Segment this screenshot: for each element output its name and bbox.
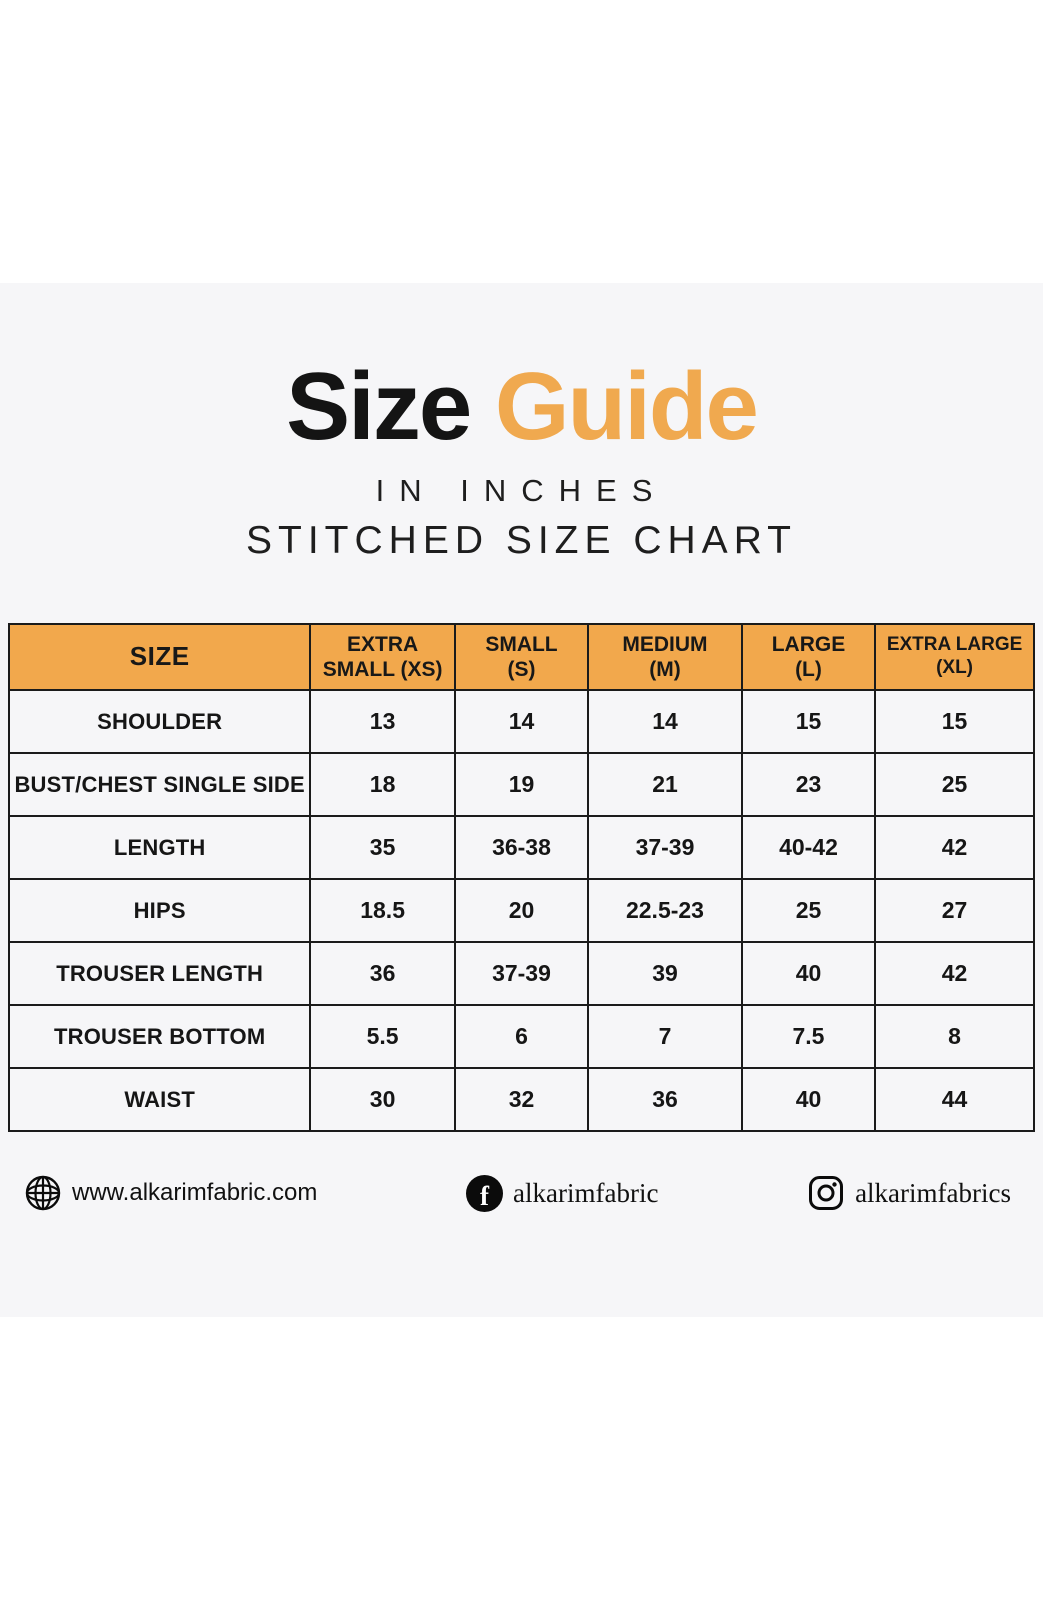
instagram-link[interactable]: alkarimfabrics xyxy=(807,1174,1011,1212)
row-label: HIPS xyxy=(7,878,312,943)
row-label: TROUSER BOTTOM xyxy=(7,1004,312,1069)
header-text: SMALL (XS) xyxy=(322,658,443,681)
header-extra-small: EXTRA SMALL (XS) xyxy=(309,623,456,691)
cell-xs: 18 xyxy=(309,752,456,817)
header-text: LARGE xyxy=(771,632,846,656)
cell-m: 22.5-23 xyxy=(587,878,743,943)
header-text: (M) xyxy=(649,658,681,681)
row-label: WAIST xyxy=(7,1067,312,1132)
website-link[interactable]: www.alkarimfabric.com xyxy=(24,1174,317,1212)
cell-l: 40-42 xyxy=(740,815,877,880)
table-row-bust-chest: BUST/CHEST SINGLE SIDE 18 19 21 23 25 xyxy=(7,752,1035,817)
header-medium: MEDIUM (M) xyxy=(587,623,743,691)
content-panel: Size Guide IN INCHES STITCHED SIZE CHART… xyxy=(0,283,1043,1317)
cell-s: 36-38 xyxy=(453,815,590,880)
instagram-icon xyxy=(807,1174,845,1212)
header-text: (XL) xyxy=(936,657,974,678)
cell-s: 6 xyxy=(453,1004,590,1069)
header-text: (S) xyxy=(507,658,536,681)
row-label: TROUSER LENGTH xyxy=(7,941,312,1006)
header-extra-large: EXTRA LARGE (XL) xyxy=(874,623,1035,691)
cell-m: 39 xyxy=(587,941,743,1006)
cell-xs: 18.5 xyxy=(309,878,456,943)
cell-s: 37-39 xyxy=(453,941,590,1006)
cell-s: 32 xyxy=(453,1067,590,1132)
cell-l: 40 xyxy=(740,1067,877,1132)
footer: www.alkarimfabric.com f alkarimfabric al… xyxy=(0,1174,1043,1212)
page-title: Size Guide xyxy=(0,359,1043,455)
table-row-waist: WAIST 30 32 36 40 44 xyxy=(7,1067,1035,1132)
title-block: Size Guide IN INCHES STITCHED SIZE CHART xyxy=(0,283,1043,563)
website-url: www.alkarimfabric.com xyxy=(72,1179,318,1206)
cell-l: 40 xyxy=(740,941,877,1006)
cell-m: 21 xyxy=(587,752,743,817)
cell-m: 14 xyxy=(587,689,743,754)
cell-xl: 42 xyxy=(874,815,1035,880)
title-word-guide: Guide xyxy=(494,353,759,460)
cell-m: 36 xyxy=(587,1067,743,1132)
cell-l: 7.5 xyxy=(740,1004,877,1069)
header-text: MEDIUM xyxy=(622,632,708,656)
cell-s: 14 xyxy=(453,689,590,754)
header-large: LARGE (L) xyxy=(740,623,877,691)
cell-xs: 35 xyxy=(309,815,456,880)
cell-m: 37-39 xyxy=(587,815,743,880)
header-small: SMALL (S) xyxy=(453,623,590,691)
header-text: SMALL xyxy=(485,632,558,656)
subtitle-in-inches: IN INCHES xyxy=(375,473,668,508)
table-row-trouser-bottom: TROUSER BOTTOM 5.5 6 7 7.5 8 xyxy=(7,1004,1035,1069)
cell-s: 19 xyxy=(453,752,590,817)
row-label: SHOULDER xyxy=(7,689,312,754)
instagram-handle: alkarimfabrics xyxy=(855,1177,1011,1208)
cell-l: 15 xyxy=(740,689,877,754)
header-row: SIZE EXTRA SMALL (XS) SMALL (S) MEDIUM (M) … xyxy=(7,623,1035,691)
facebook-link[interactable]: f alkarimfabric xyxy=(466,1174,659,1212)
cell-xl: 8 xyxy=(874,1004,1035,1069)
table-row-hips: HIPS 18.5 20 22.5-23 25 27 xyxy=(7,878,1035,943)
cell-s: 20 xyxy=(453,878,590,943)
cell-xs: 36 xyxy=(309,941,456,1006)
table-row-trouser-length: TROUSER LENGTH 36 37-39 39 40 42 xyxy=(7,941,1035,1006)
header-text: EXTRA LARGE xyxy=(886,634,1023,656)
cell-xl: 42 xyxy=(874,941,1035,1006)
header-size: SIZE xyxy=(7,623,312,691)
cell-l: 25 xyxy=(740,878,877,943)
facebook-icon: f xyxy=(466,1174,504,1212)
cell-xl: 25 xyxy=(874,752,1035,817)
facebook-handle: alkarimfabric xyxy=(513,1177,659,1208)
globe-icon xyxy=(24,1174,62,1212)
table-row-length: LENGTH 35 36-38 37-39 40-42 42 xyxy=(7,815,1035,880)
cell-xl: 15 xyxy=(874,689,1035,754)
cell-xl: 44 xyxy=(874,1067,1035,1132)
header-text: (L) xyxy=(795,658,822,681)
cell-l: 23 xyxy=(740,752,877,817)
cell-xs: 5.5 xyxy=(309,1004,456,1069)
cell-xs: 30 xyxy=(309,1067,456,1132)
cell-m: 7 xyxy=(587,1004,743,1069)
size-chart-table: SIZE EXTRA SMALL (XS) SMALL (S) MEDIUM (M) … xyxy=(7,623,1035,1132)
header-text: EXTRA xyxy=(347,632,419,656)
subtitle-stitched-size-chart: STITCHED SIZE CHART xyxy=(246,519,797,562)
cell-xs: 13 xyxy=(309,689,456,754)
cell-xl: 27 xyxy=(874,878,1035,943)
title-word-size: Size xyxy=(286,353,472,460)
table-row-shoulder: SHOULDER 13 14 14 15 15 xyxy=(7,689,1035,754)
row-label: BUST/CHEST SINGLE SIDE xyxy=(7,752,312,817)
row-label: LENGTH xyxy=(7,815,312,880)
